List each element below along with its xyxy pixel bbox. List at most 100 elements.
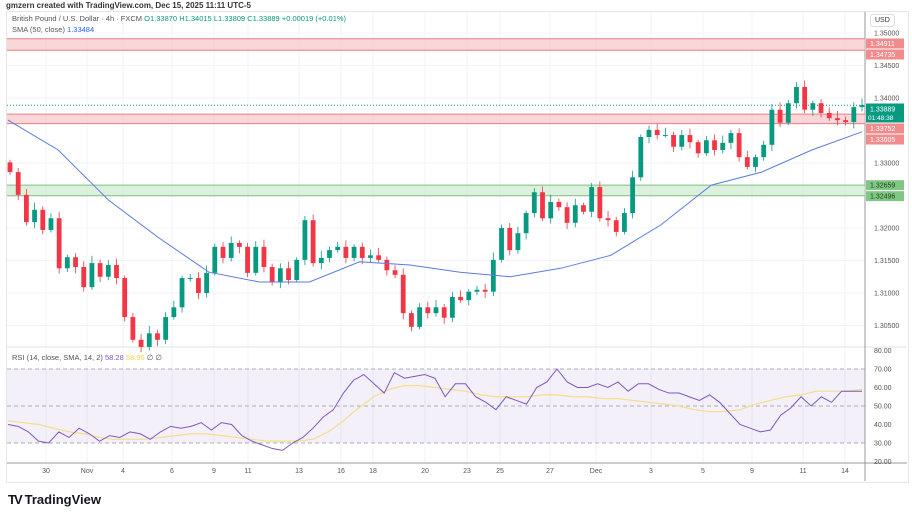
candle-body — [466, 291, 472, 301]
candle-body — [761, 144, 767, 158]
candle — [236, 240, 242, 254]
zone-price-label: 1.33752 — [870, 126, 895, 133]
candle-body — [81, 267, 87, 288]
candle — [294, 257, 300, 283]
candle — [630, 170, 636, 219]
candle-body — [564, 207, 570, 223]
candle-body — [835, 118, 840, 121]
symbol-label[interactable]: British Pound / U.S. Dollar · 4h · FXCM — [12, 14, 143, 23]
candle-body — [818, 103, 824, 113]
open-value: O1.33870 — [144, 14, 178, 23]
candle-body — [556, 202, 562, 208]
candle — [318, 250, 324, 270]
candle — [572, 198, 578, 228]
x-tick-label: 9 — [212, 468, 216, 475]
rsi-line — [7, 368, 862, 451]
x-tick-label: 27 — [546, 468, 554, 475]
candle-body — [155, 333, 160, 340]
candle — [548, 194, 554, 224]
candle-body — [228, 242, 234, 258]
price-tick-label: 1.31000 — [874, 291, 899, 298]
candle-body — [728, 133, 734, 143]
candle-body — [433, 307, 439, 314]
candle — [785, 99, 791, 126]
candle — [835, 110, 840, 126]
candle — [48, 213, 54, 233]
candle — [32, 202, 37, 229]
candle-body — [425, 307, 431, 314]
candle-body — [630, 177, 636, 214]
candle — [261, 239, 267, 273]
candle-body — [409, 313, 414, 327]
candle — [482, 284, 488, 298]
candle-body — [23, 194, 29, 223]
candle-body — [343, 246, 349, 258]
x-tick-label: 18 — [369, 468, 377, 475]
rsi-tick-label: 80.00 — [874, 348, 892, 355]
candle — [753, 154, 758, 173]
candle — [130, 312, 136, 343]
candle-body — [851, 107, 857, 123]
tradingview-logo[interactable]: TV TradingView — [8, 492, 101, 507]
candle — [286, 261, 291, 285]
candle — [392, 265, 398, 279]
rsi-label[interactable]: RSI (14, close, SMA, 14, 2) — [12, 353, 103, 362]
rsi-sma-value: 58.96 — [125, 353, 145, 362]
low-value: L1.33809 — [213, 14, 246, 23]
chart-frame[interactable] — [6, 11, 909, 483]
resistance-zone — [7, 38, 865, 51]
main-legend: British Pound / U.S. Dollar · 4h · FXCM … — [12, 14, 346, 23]
candle-body — [163, 317, 169, 340]
candle-body — [261, 246, 267, 267]
candle — [376, 248, 382, 263]
candle-body — [785, 103, 791, 123]
candle-body — [269, 267, 275, 282]
candle-body — [73, 257, 78, 267]
candle — [679, 130, 685, 151]
candle-body — [695, 142, 701, 154]
candle-body — [56, 218, 62, 269]
candle — [277, 263, 283, 289]
last-price-label-bg — [866, 103, 904, 123]
candle — [728, 129, 734, 150]
candle — [122, 275, 128, 322]
candle-body — [327, 250, 332, 258]
candle-body — [679, 135, 685, 147]
candle-body — [105, 265, 111, 277]
currency-button[interactable]: USD — [870, 14, 895, 27]
candle — [761, 140, 767, 161]
zone-price-label-bg — [866, 134, 904, 145]
price-tick-label: 1.33000 — [874, 161, 899, 168]
candle-body — [613, 220, 619, 232]
candle — [515, 226, 521, 254]
candle-body — [605, 218, 611, 221]
x-tick-label: 23 — [463, 468, 471, 475]
x-tick-label: 3 — [649, 468, 653, 475]
candle-body — [376, 255, 382, 260]
candle — [89, 255, 95, 290]
rsi-legend: RSI (14, close, SMA, 14, 2) 58.28 58.96 … — [12, 353, 162, 362]
candle — [523, 210, 529, 240]
candle-body — [204, 272, 210, 293]
candle-body — [474, 289, 480, 292]
candle-body — [220, 246, 226, 258]
zone-price-label: 1.33605 — [870, 137, 895, 144]
candle — [851, 102, 857, 129]
zone-price-label-bg — [866, 38, 904, 49]
candle-body — [736, 133, 742, 158]
sma-label[interactable]: SMA (50, close) — [12, 25, 65, 34]
candle — [589, 182, 595, 218]
candle-body — [703, 140, 709, 154]
candle — [843, 116, 849, 126]
candle-body — [441, 307, 447, 318]
x-tick-label: 11 — [244, 468, 251, 475]
candle-body — [40, 209, 46, 230]
candle-body — [368, 255, 373, 258]
x-tick-label: 16 — [337, 468, 345, 475]
candle — [335, 241, 341, 253]
candle — [474, 285, 480, 296]
candle — [368, 249, 373, 263]
rsi-tick-label: 40.00 — [874, 422, 892, 429]
candle — [187, 273, 193, 282]
